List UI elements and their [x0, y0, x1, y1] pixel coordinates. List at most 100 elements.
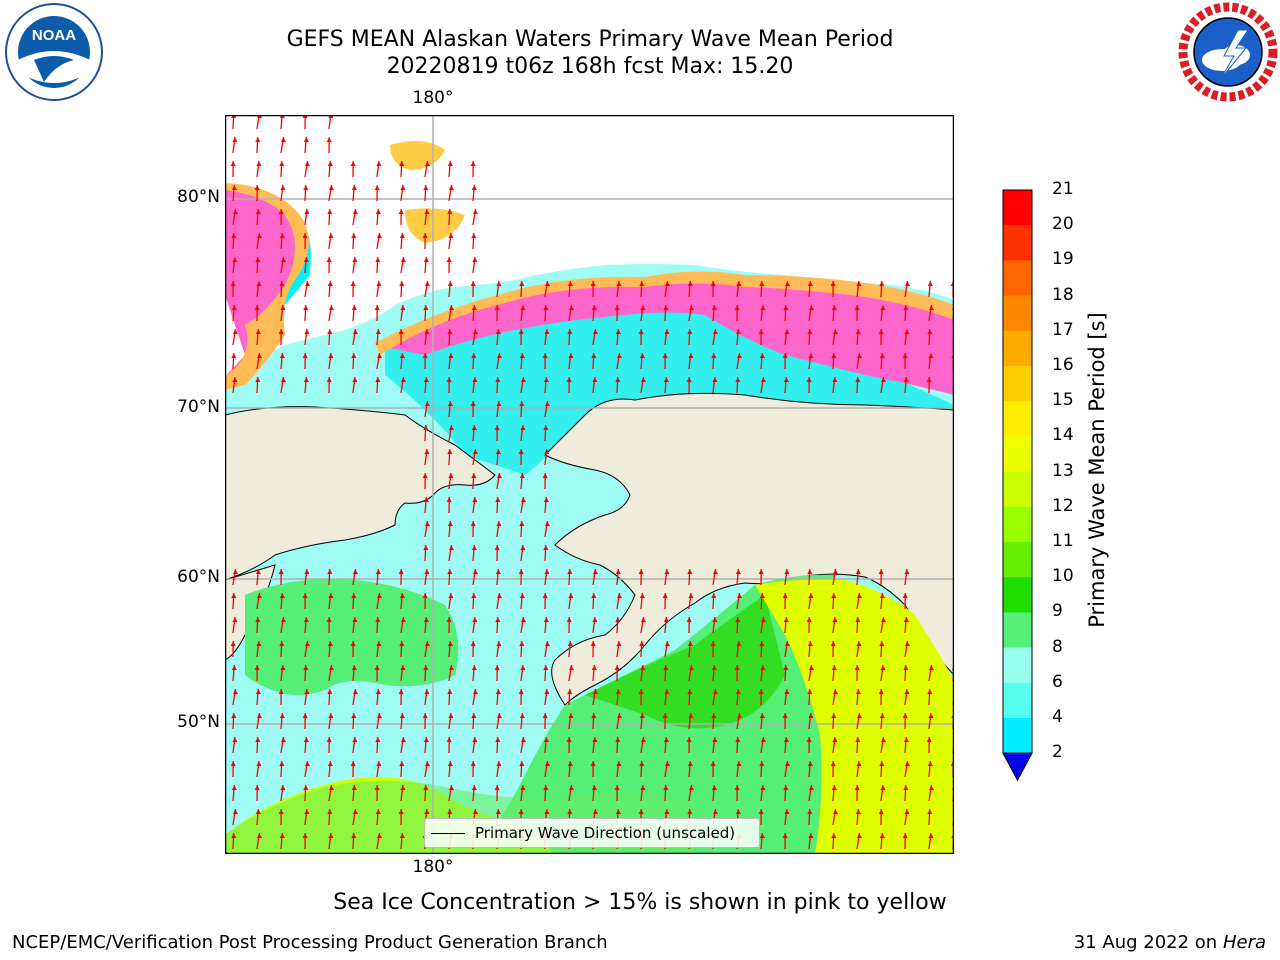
wave-arrow-head	[567, 809, 573, 814]
map-panel	[225, 115, 954, 854]
wave-arrow-head	[712, 377, 718, 382]
wave-arrow-head	[662, 593, 668, 598]
colorbar-tick-label: 14	[1052, 425, 1074, 446]
wave-arrow-head	[351, 305, 357, 310]
wave-arrow-head	[831, 665, 837, 670]
wave-arrow-head	[399, 353, 405, 358]
legend-line-swatch	[431, 832, 465, 834]
wave-arrow-head	[759, 281, 765, 286]
wave-arrow-head	[495, 329, 501, 334]
wave-arrow-head	[424, 521, 430, 526]
wave-arrow-head	[760, 665, 766, 670]
wave-arrow-head	[783, 305, 789, 310]
wave-arrow-head	[640, 377, 646, 382]
wave-arrow-head	[830, 281, 836, 286]
wave-arrow-head	[280, 617, 286, 622]
wave-arrow-head	[758, 689, 764, 694]
wave-arrow-head	[302, 833, 308, 838]
wave-arrow-head	[352, 737, 358, 742]
wave-arrow-head	[496, 521, 502, 526]
wave-arrow-head	[688, 593, 694, 598]
colorbar-tick-label: 12	[1052, 495, 1074, 516]
wave-arrow-head	[712, 617, 718, 622]
wave-arrow-head	[879, 833, 885, 838]
wave-arrow-head	[303, 737, 309, 742]
wave-arrow-head	[327, 329, 333, 334]
wave-arrow-head	[374, 305, 380, 310]
wave-arrow-head	[807, 809, 813, 814]
wave-arrow-head	[472, 689, 478, 694]
wave-arrow-head	[447, 161, 453, 166]
wave-arrow-head	[376, 233, 382, 238]
wave-arrow-head	[230, 641, 236, 646]
wave-arrow-head	[280, 185, 286, 190]
wave-arrow-head	[352, 809, 358, 814]
wave-arrow-head	[303, 665, 309, 670]
wave-arrow-head	[544, 809, 550, 814]
wave-arrow-head	[398, 209, 404, 214]
wave-arrow-head	[543, 305, 549, 310]
wave-arrow-head	[928, 665, 934, 670]
wave-arrow-head	[232, 569, 238, 574]
wave-arrow-head	[519, 713, 525, 718]
wave-arrow-head	[904, 809, 910, 814]
wave-arrow-head	[352, 569, 358, 574]
wave-arrow-head	[232, 689, 238, 694]
wave-arrow-head	[424, 209, 430, 214]
wave-arrow-head	[807, 689, 813, 694]
wave-arrow-head	[519, 641, 525, 646]
wave-arrow-head	[664, 329, 670, 334]
wave-arrow-head	[278, 329, 284, 334]
wave-arrow-head	[304, 209, 310, 214]
wave-arrow-head	[326, 737, 332, 742]
wave-arrow-head	[807, 641, 813, 646]
wave-arrow-head	[687, 281, 693, 286]
sea-ice-edge-west	[225, 183, 309, 390]
wave-arrow-head	[878, 809, 884, 814]
wave-arrow-head	[903, 617, 909, 622]
wave-arrow-head	[424, 281, 430, 286]
wave-arrow-head	[519, 593, 525, 598]
wave-arrow-head	[495, 569, 501, 574]
wave-arrow-head	[495, 497, 501, 502]
wave-arrow-head	[568, 353, 574, 358]
colorbar-segment	[1003, 577, 1032, 613]
wave-arrow-head	[351, 785, 357, 790]
wave-arrow-head	[328, 665, 334, 670]
wave-arrow-head	[351, 185, 357, 190]
wave-arrow-head	[279, 593, 285, 598]
wave-arrow-head	[687, 689, 693, 694]
wave-arrow-head	[254, 185, 260, 190]
wave-arrow-head	[304, 689, 310, 694]
wave-arrow-head	[399, 761, 405, 766]
wave-arrow-head	[616, 641, 622, 646]
wave-arrow-head	[759, 353, 765, 358]
wave-arrow-head	[734, 305, 740, 310]
wave-arrow-head	[855, 569, 861, 574]
wave-arrow-head	[400, 785, 406, 790]
wave-arrow-head	[735, 617, 741, 622]
wave-arrow-head	[759, 641, 765, 646]
wave-arrow-head	[304, 161, 310, 166]
wave-arrow-head	[758, 329, 764, 334]
colorbar-segment	[1003, 682, 1032, 719]
wave-arrow-head	[232, 137, 238, 142]
wave-arrow-head	[855, 689, 861, 694]
wave-arrow-head	[231, 785, 237, 790]
wave-arrow-head	[591, 785, 597, 790]
wave-arrow-head	[256, 233, 262, 238]
wave-arrow-head	[711, 305, 717, 310]
wave-arrow-head	[687, 641, 693, 646]
wave-arrow-head	[568, 593, 574, 598]
wave-arrow-head	[303, 617, 309, 622]
wave-arrow-head	[783, 617, 789, 622]
wave-arrow-head	[880, 665, 886, 670]
wave-arrow-head	[376, 353, 382, 358]
gulf-bright-green-area	[585, 595, 785, 729]
colorbar-tick-label: 15	[1052, 390, 1074, 411]
wave-arrow-head	[712, 329, 718, 334]
lon-label-top: 180°	[412, 88, 454, 108]
arctic-no-data-area	[225, 115, 954, 375]
wave-arrow-head	[400, 377, 406, 382]
wave-arrow-head	[543, 425, 549, 430]
